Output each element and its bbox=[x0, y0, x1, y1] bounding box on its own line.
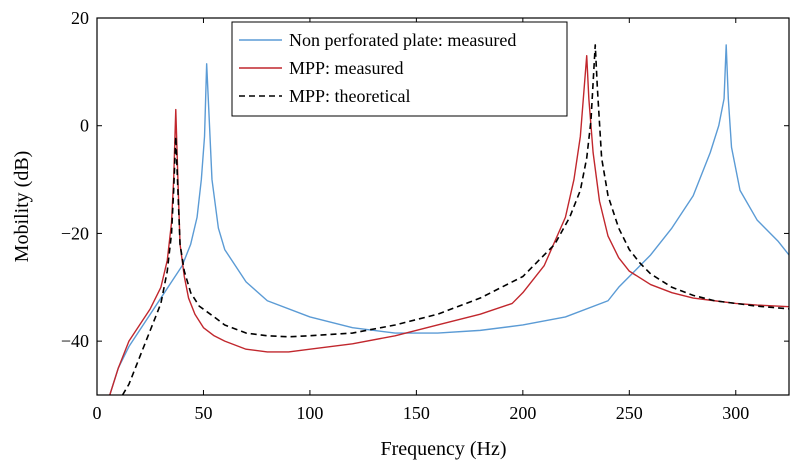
x-tick-label: 200 bbox=[509, 403, 536, 423]
x-tick-label: 300 bbox=[722, 403, 749, 423]
y-tick-label: −20 bbox=[61, 223, 89, 243]
series-layer bbox=[109, 44, 789, 395]
x-tick-label: 50 bbox=[194, 403, 212, 423]
legend-label-2: MPP: measured bbox=[289, 58, 404, 78]
legend-label-1: Non perforated plate: measured bbox=[289, 30, 516, 50]
y-tick-label: −40 bbox=[61, 331, 89, 351]
series-line-3 bbox=[121, 44, 789, 395]
x-tick-label: 100 bbox=[296, 403, 323, 423]
x-axis-label: Frequency (Hz) bbox=[380, 438, 506, 460]
y-tick-label: 20 bbox=[71, 8, 89, 28]
series-line-2 bbox=[109, 55, 789, 395]
y-axis-label: Mobility (dB) bbox=[11, 151, 33, 263]
legend-box bbox=[231, 21, 568, 117]
legend-label-3: MPP: theoretical bbox=[289, 86, 410, 106]
x-tick-label: 150 bbox=[403, 403, 430, 423]
ticks-layer: 0 50 100 150 200 250 300 −40 −20 0 20 bbox=[61, 8, 789, 423]
series-line-1 bbox=[109, 44, 789, 395]
y-tick-label: 0 bbox=[80, 116, 89, 136]
x-tick-label: 250 bbox=[616, 403, 643, 423]
legend: Non perforated plate: measured MPP: measu… bbox=[231, 21, 568, 117]
x-tick-label: 0 bbox=[93, 403, 102, 423]
plot-frame bbox=[96, 17, 790, 396]
